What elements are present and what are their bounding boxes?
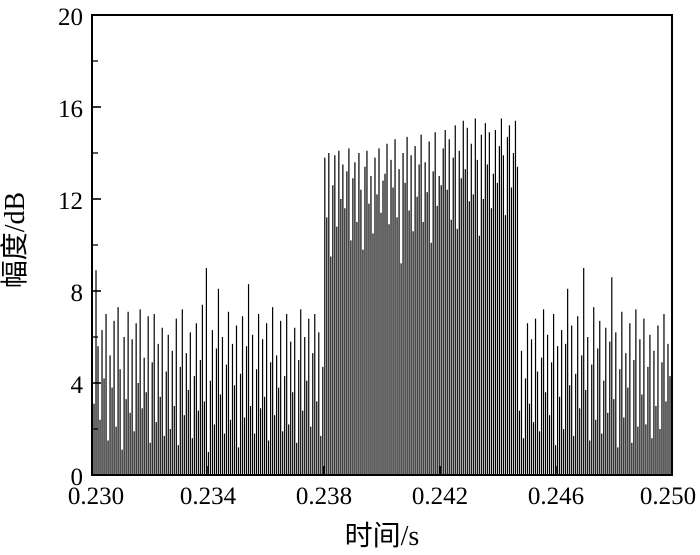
axis-ticks [91, 14, 673, 476]
y-tick-label: 4 [71, 372, 84, 399]
x-tick-label: 0.238 [296, 483, 352, 510]
x-tick-label: 0.250 [640, 483, 696, 510]
y-axis-title: 幅度/dB [0, 192, 31, 288]
x-tick-label: 0.230 [68, 483, 124, 510]
x-tick-label: 0.234 [180, 483, 237, 510]
stem-series [91, 118, 673, 474]
x-axis-title: 时间/s [345, 520, 420, 552]
y-tick-label: 12 [58, 188, 83, 215]
x-tick-label: 0.242 [412, 483, 468, 510]
y-tick-label: 20 [58, 4, 83, 31]
y-tick-label: 0 [71, 464, 84, 491]
x-tick-label: 0.246 [528, 483, 584, 510]
plot-frame [91, 14, 673, 476]
y-tick-label: 8 [71, 280, 84, 307]
y-tick-label: 16 [58, 96, 83, 123]
